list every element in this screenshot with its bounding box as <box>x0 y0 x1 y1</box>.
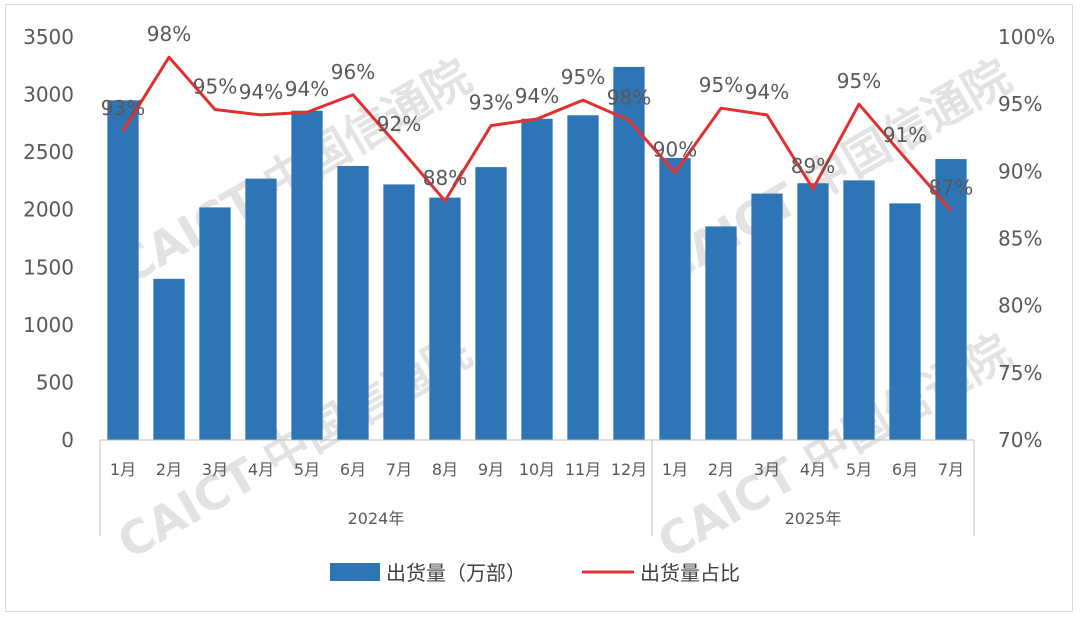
x-tick-label: 4月 <box>248 460 274 479</box>
left-y-tick-label: 0 <box>61 428 74 452</box>
data-label: 95% <box>193 75 237 99</box>
bar <box>429 197 461 440</box>
right-y-tick-label: 95% <box>998 92 1042 116</box>
x-group-label: 2024年 <box>348 509 405 528</box>
data-label: 94% <box>745 80 789 104</box>
bar <box>245 178 277 440</box>
bar <box>751 193 783 440</box>
bar <box>797 183 829 440</box>
legend-bar-label: 出货量（万部） <box>386 561 526 585</box>
bar <box>935 159 967 440</box>
left-y-tick-label: 2000 <box>23 198 74 222</box>
bar <box>337 165 369 440</box>
data-label: 95% <box>699 73 743 97</box>
data-label: 95% <box>837 69 881 93</box>
x-tick-label: 1月 <box>110 460 136 479</box>
bar <box>475 167 507 440</box>
data-label: 93% <box>469 91 513 115</box>
left-y-axis: 0 500 1000 1500 2000 2500 3000 3500 <box>23 25 74 452</box>
legend-line-label: 出货量占比 <box>640 561 740 585</box>
data-label: 89% <box>791 154 835 178</box>
bar <box>889 203 921 440</box>
left-y-tick-label: 500 <box>36 370 74 394</box>
x-axis: 1月 2月 3月 4月 5月 6月 7月 8月 9月 10月 11月 12月 1月 2月 3月 4月 5月 6月 7… <box>99 439 975 536</box>
right-y-tick-label: 80% <box>998 294 1042 318</box>
right-y-tick-label: 75% <box>998 361 1042 385</box>
bar <box>153 278 185 440</box>
x-tick-label: 7月 <box>386 460 412 479</box>
bar-series <box>107 66 967 441</box>
bar <box>107 100 139 440</box>
bar <box>383 184 415 440</box>
right-y-tick-label: 100% <box>998 25 1055 49</box>
x-tick-label: 7月 <box>938 460 964 479</box>
x-tick-label: 2月 <box>708 460 734 479</box>
x-tick-label: 5月 <box>294 460 320 479</box>
x-tick-label: 5月 <box>846 460 872 479</box>
data-label: 92% <box>377 112 421 136</box>
right-y-tick-label: 70% <box>998 428 1042 452</box>
left-y-tick-label: 2500 <box>23 140 74 164</box>
x-tick-label: 9月 <box>478 460 504 479</box>
data-label: 98% <box>147 22 191 46</box>
x-tick-label: 8月 <box>432 460 458 479</box>
data-label: 96% <box>331 60 375 84</box>
x-tick-label: 10月 <box>519 460 555 479</box>
x-tick-label: 4月 <box>800 460 826 479</box>
x-tick-label: 12月 <box>611 460 647 479</box>
bar <box>291 110 323 440</box>
x-tick-label: 2月 <box>156 460 182 479</box>
line-series: 93%98%95% 94% 94%96%92%88%93% 94%95%98%90%9… <box>101 22 973 212</box>
bar <box>705 226 737 440</box>
data-label: 87% <box>929 175 973 199</box>
x-tick-label: 6月 <box>892 460 918 479</box>
bar <box>567 115 599 440</box>
x-tick-label: 1月 <box>662 460 688 479</box>
x-tick-label: 3月 <box>754 460 780 479</box>
x-tick-label: 11月 <box>565 460 601 479</box>
legend: 出货量（万部） 出货量占比 <box>330 561 740 585</box>
data-label: 95% <box>561 65 605 89</box>
x-tick-label: 3月 <box>202 460 228 479</box>
right-y-axis: 70% 75% 80% 85% 90% 95% 100% <box>998 25 1055 452</box>
bar <box>613 66 645 441</box>
right-y-tick-label: 90% <box>998 159 1042 183</box>
data-label: 90% <box>653 138 697 162</box>
data-label: 91% <box>883 123 927 147</box>
right-y-tick-label: 85% <box>998 227 1042 251</box>
legend-bar-swatch <box>330 563 380 581</box>
bar <box>199 207 231 440</box>
left-y-tick-label: 1500 <box>23 255 74 279</box>
left-y-tick-label: 3500 <box>23 25 74 49</box>
x-group-label: 2025年 <box>785 509 842 528</box>
data-label: 93% <box>101 96 145 120</box>
left-y-tick-label: 1000 <box>23 313 74 337</box>
data-label: 98% <box>607 85 651 109</box>
data-label: 94% <box>285 77 329 101</box>
data-label: 94% <box>239 80 283 104</box>
bar <box>843 180 875 441</box>
data-label: 94% <box>515 84 559 108</box>
bar <box>521 118 553 440</box>
left-y-tick-label: 3000 <box>23 83 74 107</box>
bar <box>659 157 691 440</box>
x-tick-label: 6月 <box>340 460 366 479</box>
data-label: 88% <box>423 166 467 190</box>
